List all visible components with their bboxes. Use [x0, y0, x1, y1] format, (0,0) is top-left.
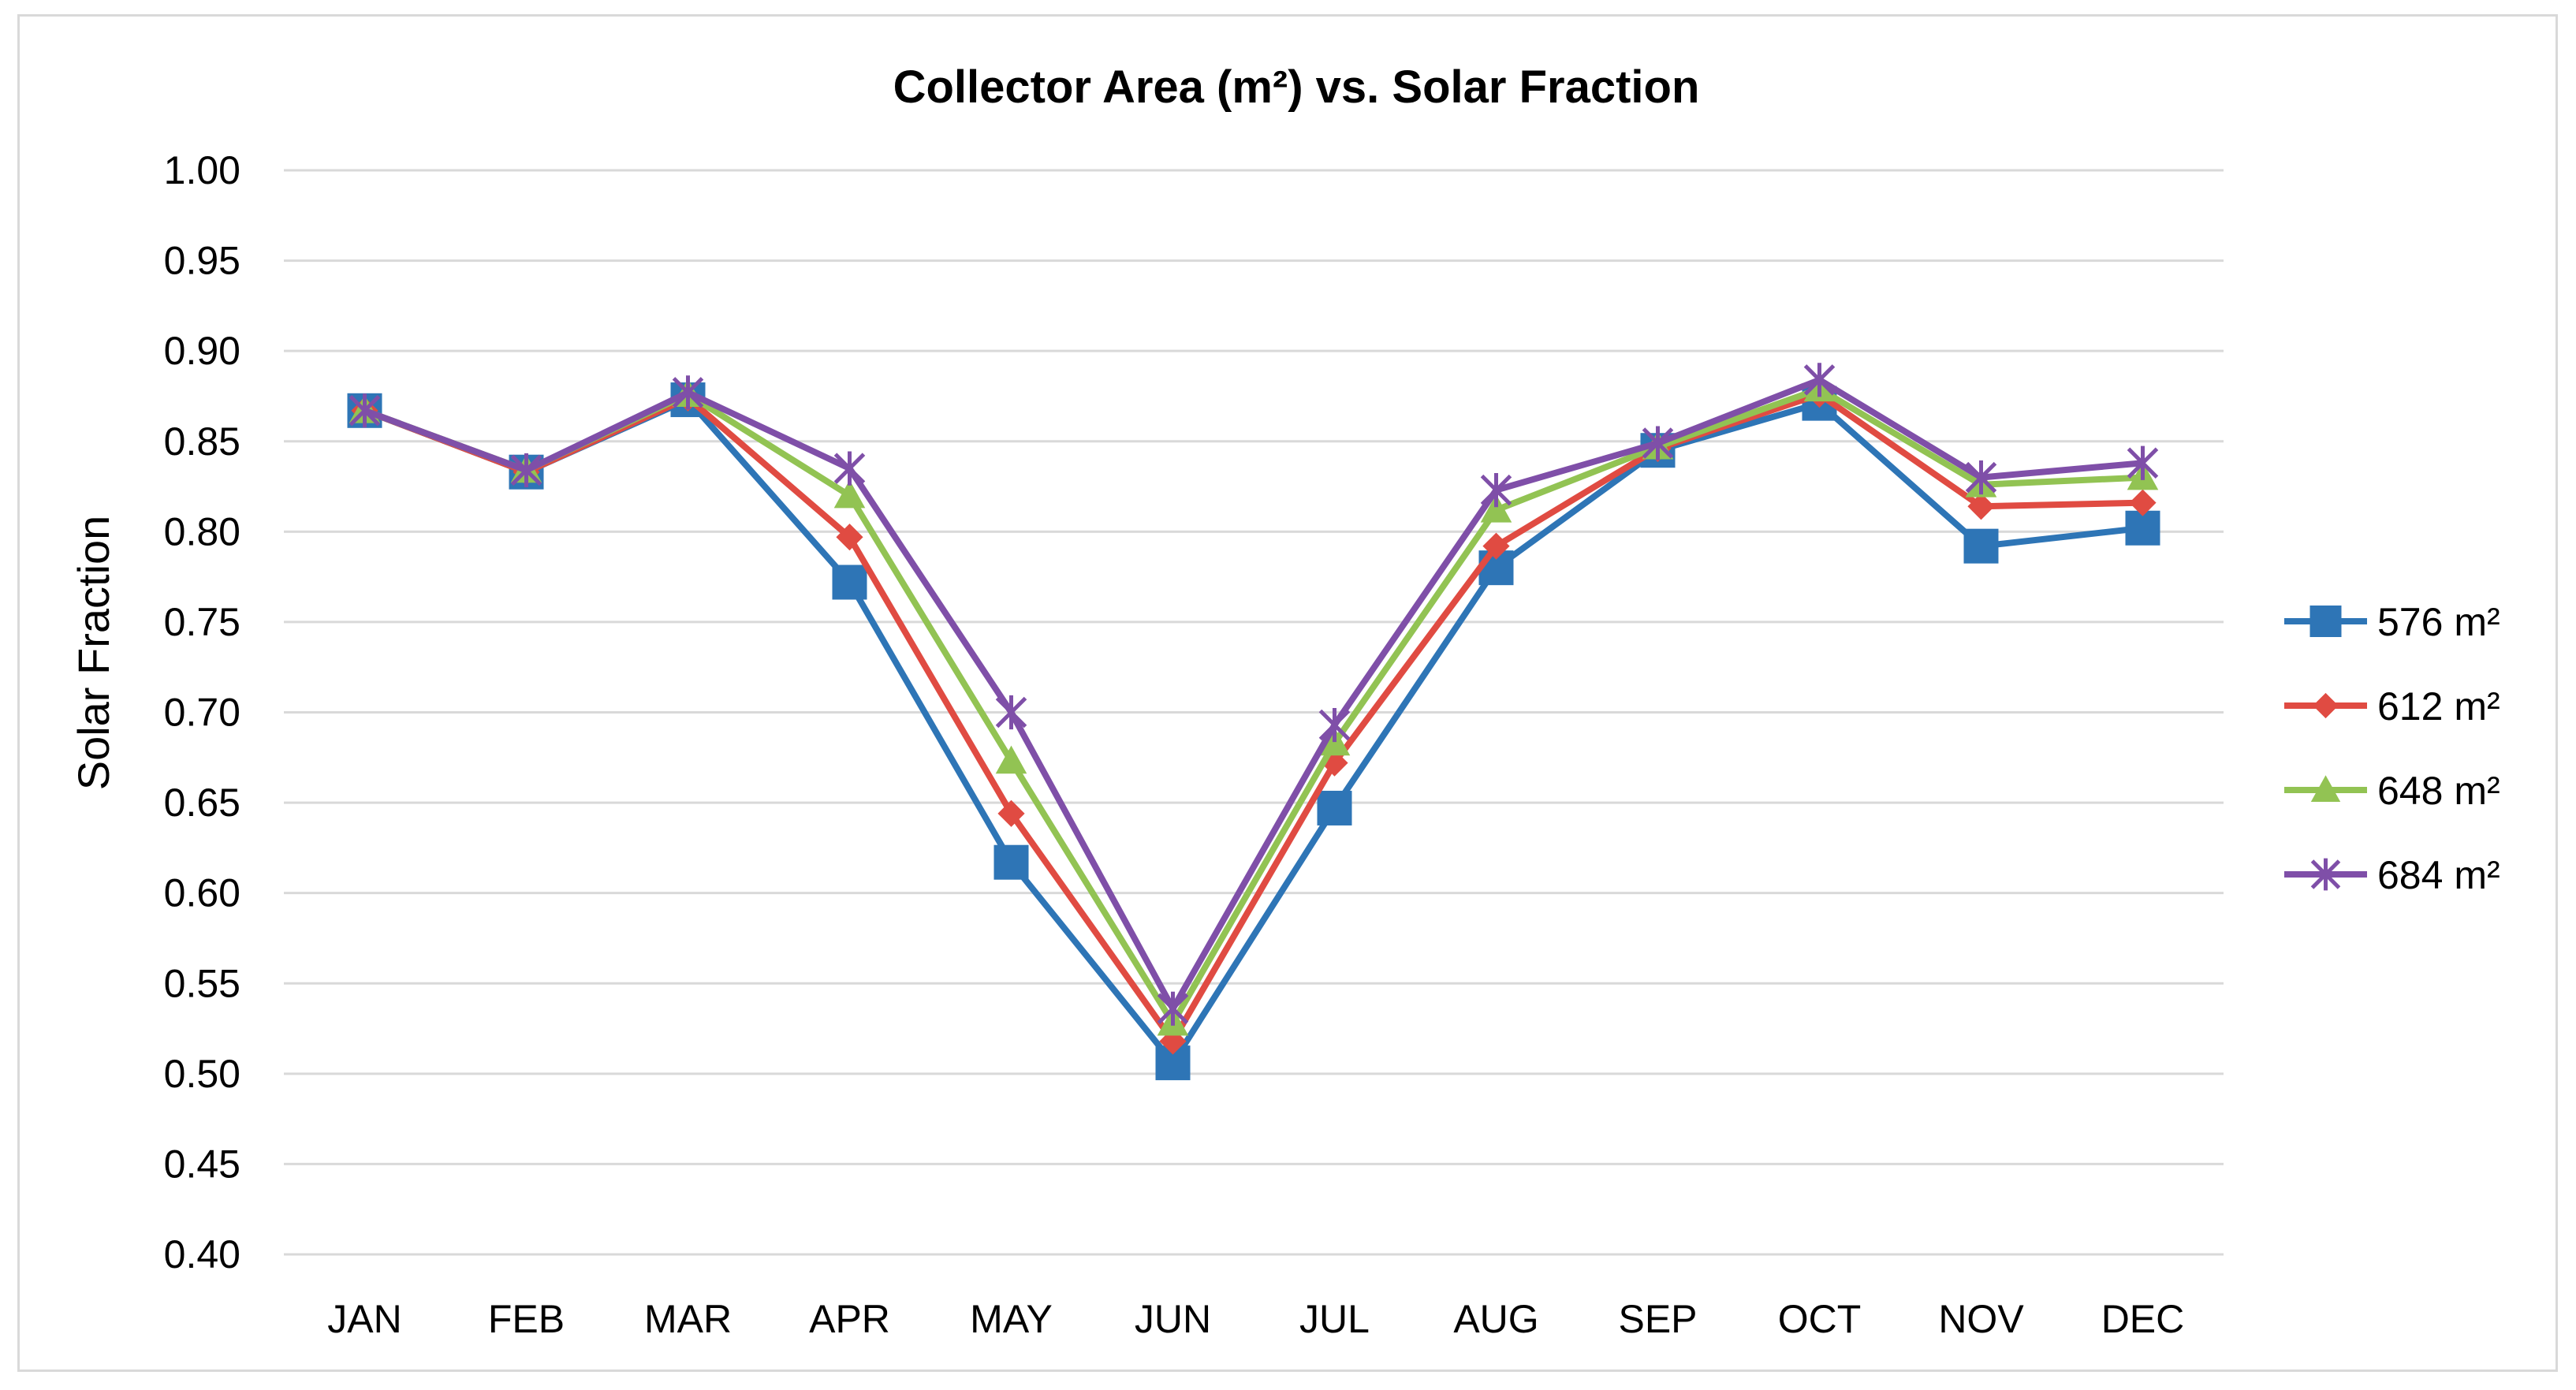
- legend-label: 612 m²: [2377, 684, 2500, 729]
- data-point: [1965, 460, 1997, 495]
- legend-label: 648 m²: [2377, 769, 2500, 813]
- data-point: [993, 844, 1029, 880]
- series-4: [349, 363, 2159, 1026]
- data-point: [833, 451, 866, 486]
- y-tick-label: 0.80: [164, 509, 240, 553]
- x-tick-label: SEP: [1618, 1297, 1697, 1341]
- x-tick-label: NOV: [1938, 1297, 2024, 1341]
- data-point: [833, 479, 866, 509]
- x-tick-label: OCT: [1778, 1297, 1862, 1341]
- y-tick-label: 0.50: [164, 1052, 240, 1096]
- x-tick-label: MAY: [970, 1297, 1053, 1341]
- x-tick-label: JUN: [1135, 1297, 1211, 1341]
- legend-marker: [2310, 858, 2341, 891]
- data-point: [2127, 445, 2159, 480]
- data-point: [995, 745, 1027, 774]
- x-tick-label: AUG: [1453, 1297, 1538, 1341]
- x-tick-label: DEC: [2101, 1297, 2185, 1341]
- legend-entry: 576 m²: [2284, 600, 2500, 644]
- x-tick-label: APR: [809, 1297, 890, 1341]
- data-point: [995, 695, 1027, 730]
- legend-label: 576 m²: [2377, 600, 2500, 644]
- y-axis-ticks: 0.40 0.45 0.50 0.55 0.60 0.65 0.70 0.75 0.80 0.85…: [164, 148, 240, 1276]
- data-point: [1159, 1027, 1187, 1055]
- legend-marker: [2310, 775, 2341, 802]
- y-axis-label: Solar Fraction: [69, 516, 118, 791]
- data-point: [832, 565, 867, 600]
- x-tick-label: JAN: [327, 1297, 401, 1341]
- y-tick-label: 0.40: [164, 1232, 240, 1276]
- legend-entry: 612 m²: [2284, 684, 2500, 729]
- chart-title: Collector Area (m²) vs. Solar Fraction: [893, 61, 1700, 113]
- series-line: [363, 386, 2143, 1027]
- data-point: [1318, 707, 1351, 743]
- data-point: [1642, 426, 1674, 460]
- legend-entry: 648 m²: [2284, 769, 2500, 813]
- data-point: [1317, 790, 1352, 825]
- legend-label: 684 m²: [2377, 853, 2500, 897]
- x-axis-ticks: JAN FEB MAR APR MAY JUN JUL AUG SEP OCT NOV DEC: [327, 1297, 2184, 1341]
- data-point: [349, 393, 381, 428]
- y-tick-label: 0.90: [164, 329, 240, 373]
- x-tick-label: MAR: [644, 1297, 732, 1341]
- legend-entry: 684 m²: [2284, 853, 2500, 897]
- y-tick-label: 1.00: [164, 148, 240, 192]
- chart-frame: [17, 14, 2558, 1372]
- data-point: [1480, 473, 1512, 508]
- series-line: [363, 391, 2143, 1045]
- series-2: [351, 381, 2157, 1055]
- legend-marker: [2313, 692, 2339, 719]
- data-point: [1157, 991, 1189, 1026]
- data-point: [2129, 489, 2157, 516]
- series-1: [347, 382, 2160, 1081]
- y-tick-label: 0.85: [164, 419, 240, 464]
- y-tick-label: 0.95: [164, 239, 240, 283]
- y-tick-label: 0.60: [164, 871, 240, 915]
- data-point: [1803, 363, 1836, 397]
- series-line: [363, 376, 2143, 1012]
- y-tick-label: 0.45: [164, 1142, 240, 1186]
- data-point: [510, 453, 542, 488]
- data-point: [2125, 510, 2160, 546]
- data-point: [836, 524, 863, 551]
- series-lines: [347, 363, 2160, 1081]
- legend-marker: [2309, 606, 2342, 637]
- data-point: [672, 375, 704, 410]
- y-tick-label: 0.65: [164, 781, 240, 825]
- data-point: [1321, 749, 1348, 777]
- data-point: [997, 799, 1025, 827]
- data-point: [1480, 494, 1512, 523]
- legend: 576 m² 612 m² 648 m² 684 m²: [2284, 600, 2500, 897]
- gridlines: [284, 169, 2224, 1256]
- y-tick-label: 0.70: [164, 691, 240, 735]
- x-tick-label: JUL: [1299, 1297, 1370, 1341]
- data-point: [1963, 528, 1999, 564]
- series-line: [363, 397, 2143, 1067]
- data-point: [1967, 493, 1995, 520]
- y-tick-label: 0.55: [164, 961, 240, 1005]
- x-tick-label: FEB: [488, 1297, 565, 1341]
- data-point: [1482, 532, 1510, 560]
- y-tick-label: 0.75: [164, 600, 240, 644]
